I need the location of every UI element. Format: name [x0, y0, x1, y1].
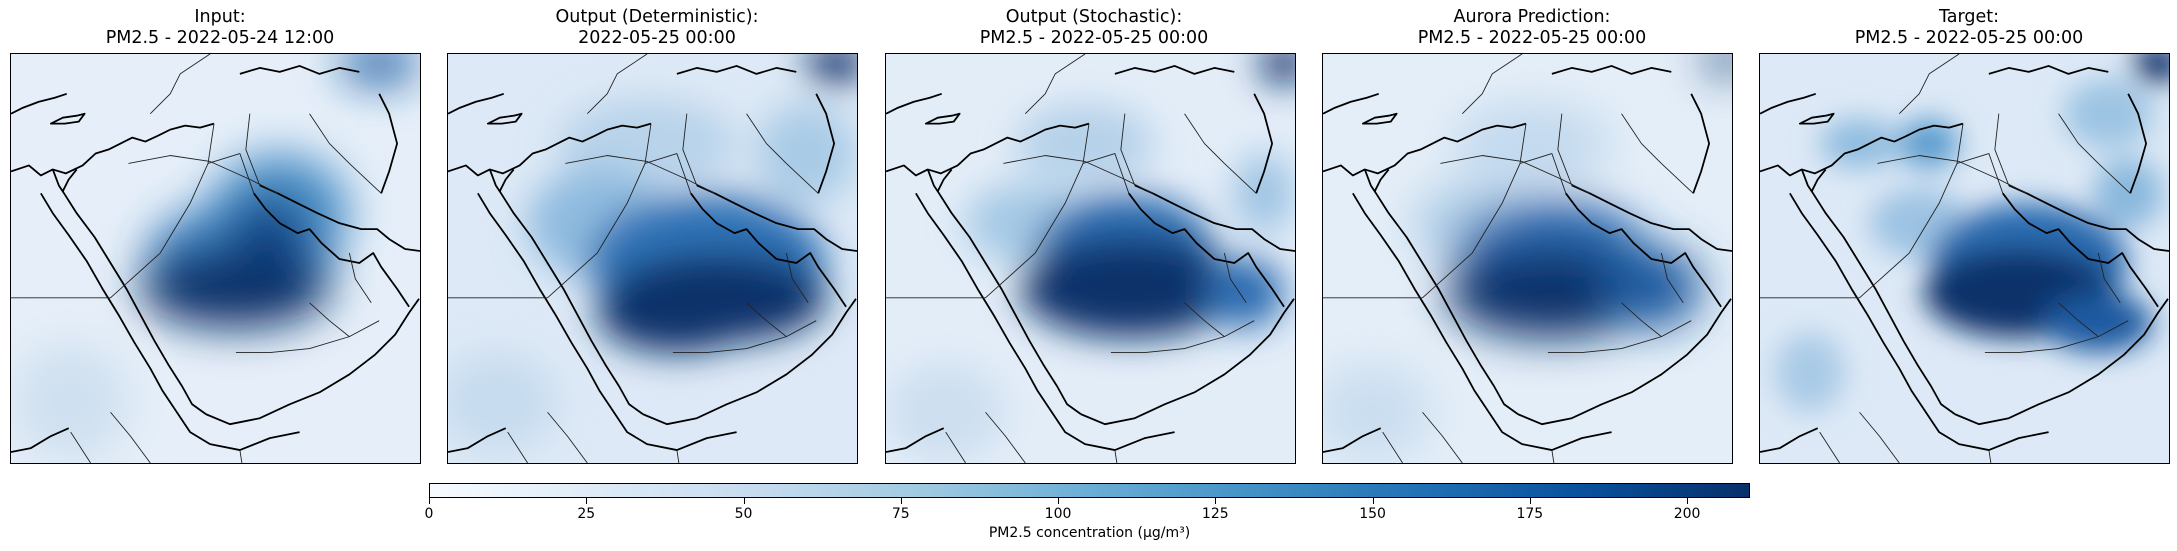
- colorbar-tick-label: 100: [1044, 506, 1072, 522]
- colorbar-tick: [586, 498, 588, 504]
- colorbar-tick-label: 175: [1516, 506, 1544, 522]
- colorbar-tick: [1058, 498, 1060, 504]
- map-panel-aurora: [1322, 53, 1733, 464]
- pm25-map-deterministic: [448, 54, 857, 463]
- panel-title-input: Input: PM2.5 - 2022-05-24 12:00: [105, 7, 335, 48]
- panel-title-aurora: Aurora Prediction: PM2.5 - 2022-05-25 00…: [1417, 7, 1647, 48]
- pm25-map-stochastic: [886, 54, 1295, 463]
- colorbar: [429, 483, 1750, 498]
- pm25-map-target: [1760, 54, 2169, 463]
- map-panel-deterministic: [447, 53, 858, 464]
- colorbar-tick: [743, 498, 745, 504]
- colorbar-tick: [1687, 498, 1689, 504]
- colorbar-tick-label: 200: [1673, 506, 1701, 522]
- panel-title-stochastic: Output (Stochastic): PM2.5 - 2022-05-25 …: [979, 7, 1209, 48]
- map-panel-stochastic: [885, 53, 1296, 464]
- colorbar-tick-label: 150: [1359, 506, 1386, 522]
- colorbar-tick: [1529, 498, 1531, 504]
- map-panel-input: [10, 53, 421, 464]
- map-panel-target: [1759, 53, 2170, 464]
- colorbar-tick: [900, 498, 902, 504]
- colorbar-tick: [1372, 498, 1374, 504]
- colorbar-tick-label: 75: [891, 506, 910, 522]
- colorbar-tick-label: 0: [424, 506, 434, 522]
- panel-title-target: Target: PM2.5 - 2022-05-25 00:00: [1854, 7, 2084, 48]
- colorbar-tick: [429, 498, 430, 504]
- colorbar-tick: [1215, 498, 1217, 504]
- colorbar-tick-label: 50: [734, 506, 753, 522]
- colorbar-tick-label: 25: [577, 506, 596, 522]
- pm25-map-input: [11, 54, 420, 463]
- colorbar-label: PM2.5 concentration (µg/m³): [988, 525, 1191, 541]
- pm25-map-aurora: [1323, 54, 1732, 463]
- colorbar-tick-label: 125: [1201, 506, 1229, 522]
- panel-title-deterministic: Output (Deterministic): 2022-05-25 00:00: [555, 7, 759, 48]
